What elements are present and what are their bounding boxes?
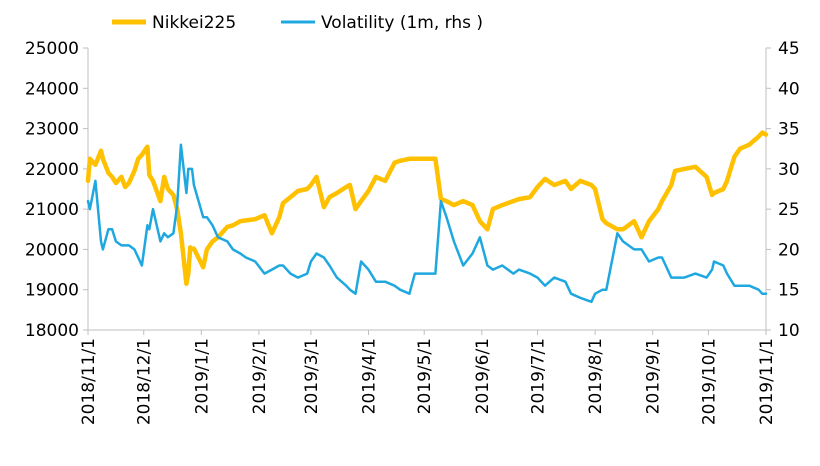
y-right-tick-label: 45: [778, 39, 800, 59]
x-tick-label: 2019/9/1: [644, 338, 664, 414]
y-right-tick-label: 15: [778, 281, 800, 301]
axes: 18000 19000 20000 21000 22000 23000 24000 25000…: [25, 39, 800, 425]
legend: Nikkei225 Volatility (1m, rhs ): [112, 13, 483, 33]
x-tick-label: 2019/1/1: [192, 338, 212, 414]
y-left-tick-label: 24000: [25, 79, 79, 99]
y-right-tick-label: 25: [778, 200, 800, 220]
series-layer: [85, 130, 769, 304]
legend-label-0: Nikkei225: [152, 13, 236, 33]
y-left-tick-label: 25000: [25, 39, 79, 59]
y-right-tick-label: 35: [778, 120, 800, 140]
y-right-tick-label: 40: [778, 79, 800, 99]
x-tick-label: 2019/8/1: [586, 338, 606, 414]
x-tick-label: 2019/7/1: [529, 338, 549, 414]
x-tick-label: 2019/3/1: [302, 338, 322, 414]
x-tick-label: 2019/6/1: [473, 338, 493, 414]
y-right-tick-label: 10: [778, 321, 800, 341]
x-tick-label: 2019/5/1: [415, 338, 435, 414]
x-tick-label: 2019/2/1: [250, 338, 270, 414]
y-left-tick-label: 21000: [25, 200, 79, 220]
y-right-tick-label: 30: [778, 160, 800, 180]
y-right-tick-label: 20: [778, 240, 800, 260]
x-tick-label: 2018/12/1: [135, 338, 155, 425]
x-tick-label: 2019/11/1: [757, 338, 777, 425]
series-line-0: [85, 130, 769, 286]
y-left-tick-label: 18000: [25, 321, 79, 341]
y-left-tick-label: 19000: [25, 281, 79, 301]
x-tick-label: 2019/4/1: [359, 338, 379, 414]
x-tick-label: 2019/10/1: [699, 338, 719, 425]
y-left-tick-label: 20000: [25, 240, 79, 260]
legend-label-1: Volatility (1m, rhs ): [321, 13, 483, 33]
y-left-tick-label: 22000: [25, 160, 79, 180]
y-left-tick-label: 23000: [25, 120, 79, 140]
x-tick-label: 2018/11/1: [79, 338, 99, 425]
series-line-1: [86, 143, 768, 304]
